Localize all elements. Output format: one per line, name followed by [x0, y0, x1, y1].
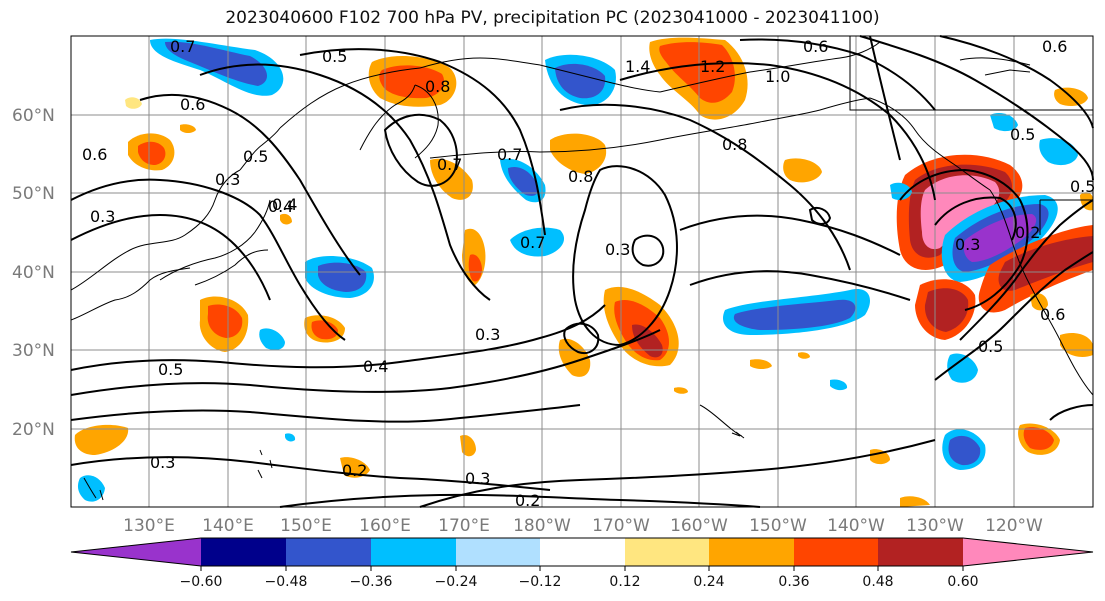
contour-label: 0.2: [515, 491, 540, 510]
colorbar-segment: [201, 538, 286, 566]
colorbar-segment: [878, 538, 963, 566]
contour-label: 0.4: [272, 195, 297, 214]
lon-label: 170°W: [592, 516, 650, 536]
colorbar-tick-label: −0.24: [435, 574, 478, 590]
contour-label: 0.7: [170, 37, 195, 56]
lon-label: 180°W: [513, 516, 571, 536]
contour-labels: 0.7 0.5 0.6 0.6 0.5 0.4 0.3 0.3 0.8 0.7 …: [82, 37, 1095, 510]
contour-label: 0.7: [497, 145, 522, 164]
map-title: 2023040600 F102 700 hPa PV, precipitatio…: [225, 8, 880, 28]
contour-label: 0.4: [363, 357, 388, 376]
colorbar-tick-label: −0.60: [180, 574, 223, 590]
lon-label: 120°W: [985, 516, 1043, 536]
map-frame: [70, 35, 1094, 508]
colorbar-tick-label: −0.36: [350, 574, 393, 590]
contour-label: 0.8: [568, 167, 593, 186]
contour-label: 0.2: [1015, 223, 1040, 242]
contour-label: 0.7: [437, 155, 462, 174]
colorbar-segment: [71, 538, 201, 566]
colorbar-tick-label: 0.48: [862, 574, 893, 590]
colorbar-tick-label: 0.24: [693, 574, 724, 590]
lon-label: 130°E: [123, 516, 175, 536]
lon-label: 150°W: [749, 516, 807, 536]
colorbar-segment: [456, 538, 540, 566]
contour-label: 1.4: [625, 57, 650, 76]
contour-label: 0.5: [978, 337, 1003, 356]
contour-label: 0.5: [322, 47, 347, 66]
contour-label: 0.5: [1010, 125, 1035, 144]
contour-label: 0.6: [1042, 37, 1067, 56]
contour-label: 0.2: [342, 461, 367, 480]
colorbar-tick-label: −0.12: [519, 574, 562, 590]
colorbar-tick-label: 0.60: [947, 574, 978, 590]
colorbar-segment: [963, 538, 1093, 566]
lat-label: 20°N: [12, 420, 55, 440]
contour-label: 0.5: [243, 147, 268, 166]
contour-label: 0.5: [1070, 177, 1095, 196]
colorbar-segment: [709, 538, 794, 566]
colorbar-segment: [540, 538, 625, 566]
pv-contours: [70, 35, 1094, 508]
contour-label: 0.6: [803, 37, 828, 56]
contour-label: 0.4: [268, 197, 293, 216]
colorbar-tick-label: 0.36: [778, 574, 809, 590]
lat-label: 30°N: [12, 341, 55, 361]
lon-label: 160°E: [359, 516, 411, 536]
lon-axis: 130°E 140°E 150°E 160°E 170°E 180°W 170°…: [123, 516, 1043, 536]
contour-label: 1.2: [700, 57, 725, 76]
colorbar-segment: [794, 538, 878, 566]
colorbar-ticks: [200, 566, 964, 571]
contour-label: 0.3: [90, 207, 115, 226]
lon-label: 130°W: [906, 516, 964, 536]
lat-label: 50°N: [12, 184, 55, 204]
lon-label: 150°E: [280, 516, 332, 536]
colorbar-tick-label: 0.12: [609, 574, 640, 590]
contour-label: 0.3: [955, 235, 980, 254]
contour-label: 0.8: [425, 77, 450, 96]
coastlines: [70, 36, 1094, 501]
colorbar-tick-label: −0.48: [265, 574, 308, 590]
gridlines: [71, 36, 1093, 507]
colorbar-segment: [371, 538, 456, 566]
contour-label: 0.5: [158, 360, 183, 379]
lon-label: 140°W: [827, 516, 885, 536]
contour-label: 0.3: [475, 325, 500, 344]
contour-label: 0.6: [180, 95, 205, 114]
contour-label: 0.6: [82, 145, 107, 164]
lon-label: 170°E: [438, 516, 490, 536]
contour-label: 0.3: [465, 469, 490, 488]
colorbar: −0.60 −0.48 −0.36 −0.24 −0.12 0.12 0.24 …: [70, 537, 1094, 590]
colorbar-segment: [286, 538, 371, 566]
contour-label: 0.6: [1040, 305, 1065, 324]
contour-label: 0.3: [215, 170, 240, 189]
contour-label: 0.8: [722, 135, 747, 154]
lon-label: 160°W: [670, 516, 728, 536]
lat-label: 40°N: [12, 263, 55, 283]
lat-axis: 60°N 50°N 40°N 30°N 20°N: [12, 106, 55, 440]
lat-label: 60°N: [12, 106, 55, 126]
contour-label: 0.7: [520, 233, 545, 252]
contour-label: 1.0: [765, 67, 790, 86]
contour-label: 0.3: [150, 453, 175, 472]
colorbar-segment: [625, 538, 709, 566]
contour-label: 0.3: [605, 240, 630, 259]
lon-label: 140°E: [202, 516, 254, 536]
